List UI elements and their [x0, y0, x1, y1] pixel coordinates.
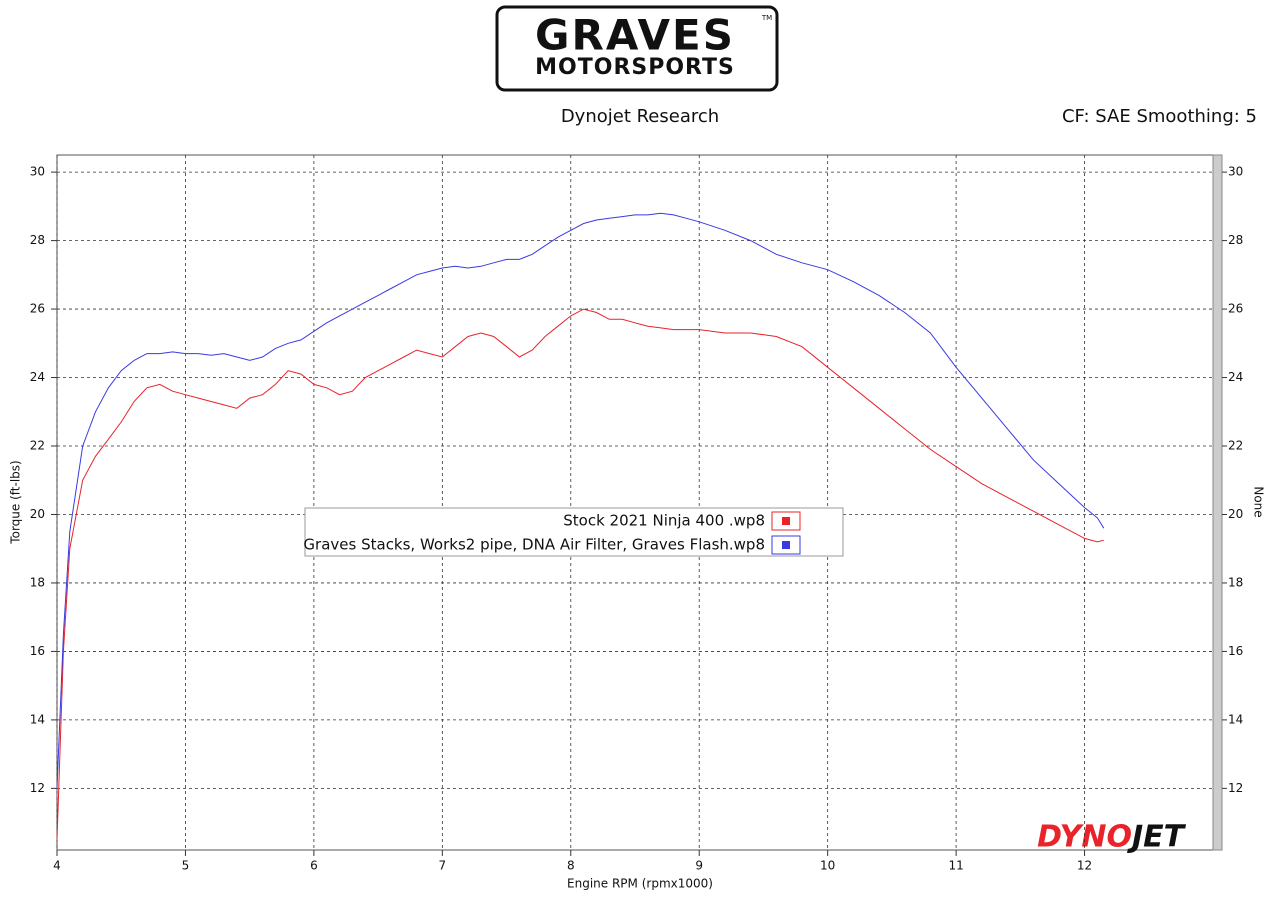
logo-mark: TM	[761, 14, 772, 22]
y-tick-label: 14	[30, 712, 45, 726]
y-tick-label: 16	[30, 644, 45, 658]
y2-tick-label: 24	[1228, 370, 1243, 384]
header-right: CF: SAE Smoothing: 5	[1062, 106, 1257, 127]
x-axis-title: Engine RPM (rpmx1000)	[567, 877, 713, 891]
legend-swatch	[782, 517, 790, 525]
x-tick-label: 12	[1077, 859, 1092, 873]
series-line	[56, 212, 1105, 789]
legend-box	[304, 507, 844, 557]
y-tick-label: 28	[30, 233, 45, 247]
header-left: Dynojet Research	[561, 106, 719, 127]
y2-tick-label: 18	[1228, 575, 1243, 589]
x-tick-label: 9	[695, 859, 703, 873]
x-tick-label: 5	[182, 859, 190, 873]
y2-tick-label: 30	[1228, 165, 1243, 179]
legend: Stock 2021 Ninja 400 .wp8 Graves Stacks, …	[303, 507, 844, 557]
y-tick-label: 22	[30, 439, 45, 453]
logo-line1: GRAVES	[535, 11, 735, 60]
y-tick-label: 18	[30, 575, 45, 589]
x-tick-label: 10	[820, 859, 835, 873]
right-strip	[1212, 154, 1223, 851]
y2-tick-label: 14	[1228, 712, 1243, 726]
y-tick-label: 30	[30, 165, 45, 179]
y-tick-label: 12	[30, 781, 45, 795]
watermark-1: DYNO	[1037, 820, 1132, 855]
x-tick-label: 7	[439, 859, 447, 873]
y2-tick-label: 20	[1228, 507, 1243, 521]
legend-label: Stock 2021 Ninja 400 .wp8	[563, 512, 765, 530]
y-tick-label: 20	[30, 507, 45, 521]
x-tick-label: 8	[567, 859, 575, 873]
y2-tick-label: 12	[1228, 781, 1243, 795]
y2-tick-label: 16	[1228, 644, 1243, 658]
x-tick-label: 6	[310, 859, 318, 873]
logo-line2: MOTORSPORTS	[535, 55, 735, 80]
watermark-2: JET	[1127, 820, 1187, 855]
x-tick-label: 11	[948, 859, 963, 873]
y2-tick-label: 26	[1228, 302, 1243, 316]
series-line	[56, 308, 1104, 840]
legend-label: Graves Stacks, Works2 pipe, DNA Air Filt…	[303, 536, 765, 554]
plot-area	[56, 154, 1214, 851]
logo-frame	[495, 5, 779, 92]
y2-tick-label: 28	[1228, 233, 1243, 247]
y-tick-label: 24	[30, 370, 45, 384]
y-axis-title: Torque (ft-lbs)	[9, 460, 23, 544]
y2-axis-title: None	[1252, 486, 1266, 517]
x-tick-label: 4	[53, 859, 61, 873]
y-tick-label: 26	[30, 302, 45, 316]
y2-tick-label: 22	[1228, 439, 1243, 453]
legend-swatch	[782, 541, 790, 549]
